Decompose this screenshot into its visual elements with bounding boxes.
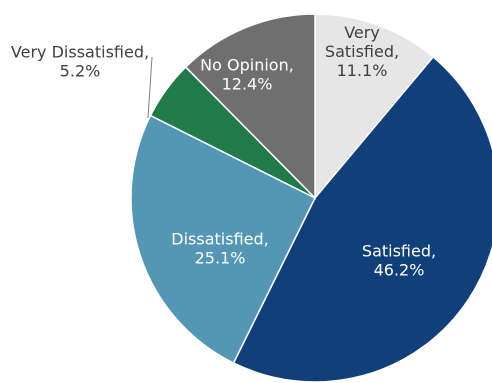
leader-line-very-dissatisfied: [147, 56, 153, 119]
data-labels: Very Satisfied, 11.1% Satisfied, 46.2% Dissat…: [11, 23, 436, 280]
slice-label-very-dissatisfied: Very Dissatisfied, 5.2%: [11, 43, 149, 81]
slice-label-satisfied: Satisfied, 46.2%: [362, 242, 436, 280]
pie-slice-dissatisfied: [130, 114, 317, 364]
slice-label-very-satisfied: Very Satisfied, 11.1%: [325, 23, 399, 80]
pie-slice-satisfied: [232, 55, 492, 383]
leader-lines: [147, 56, 153, 119]
slice-label-no-opinion: No Opinion, 12.4%: [200, 56, 294, 94]
pie-slice-very-satisfied: [314, 13, 435, 201]
pie-slice-no-opinion: [184, 13, 316, 200]
slice-label-dissatisfied: Dissatisfied, 25.1%: [171, 230, 268, 268]
pie-slices: [130, 13, 492, 383]
